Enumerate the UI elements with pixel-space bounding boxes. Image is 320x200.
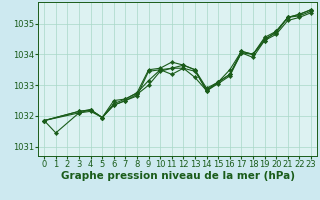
X-axis label: Graphe pression niveau de la mer (hPa): Graphe pression niveau de la mer (hPa) [60, 171, 295, 181]
